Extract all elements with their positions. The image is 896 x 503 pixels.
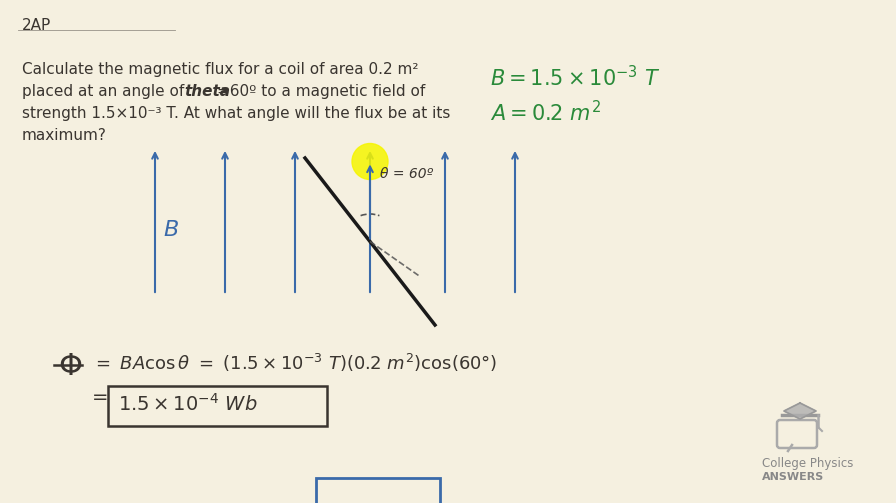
Text: ANSWERS: ANSWERS (762, 472, 824, 482)
FancyBboxPatch shape (777, 420, 817, 448)
Text: B: B (163, 220, 178, 240)
Text: =: = (92, 388, 108, 407)
Text: =60º to a magnetic field of: =60º to a magnetic field of (217, 84, 426, 99)
FancyBboxPatch shape (108, 386, 327, 426)
Text: College Physics: College Physics (762, 457, 853, 470)
Text: placed at an angle of: placed at an angle of (22, 84, 189, 99)
Text: $A = 0.2\ m^2$: $A = 0.2\ m^2$ (490, 100, 601, 125)
Text: theta: theta (184, 84, 230, 99)
Text: θ = 60º: θ = 60º (380, 166, 433, 181)
FancyBboxPatch shape (316, 478, 440, 503)
Text: $\Phi$: $\Phi$ (58, 352, 82, 381)
Text: 2AP: 2AP (22, 18, 51, 33)
Polygon shape (784, 403, 816, 419)
Text: $=\ BA\cos\theta\ =\ (1.5\times10^{-3}\ T)(0.2\ m^2)\cos(60°)$: $=\ BA\cos\theta\ =\ (1.5\times10^{-3}\ … (92, 352, 497, 374)
Text: $B = 1.5 \times 10^{-3}\ T$: $B = 1.5 \times 10^{-3}\ T$ (490, 65, 660, 90)
Text: strength 1.5×10⁻³ T. At what angle will the flux be at its: strength 1.5×10⁻³ T. At what angle will … (22, 106, 451, 121)
Circle shape (352, 143, 388, 180)
Text: $1.5\times10^{-4}\ Wb$: $1.5\times10^{-4}\ Wb$ (118, 393, 258, 415)
Text: maximum?: maximum? (22, 128, 107, 143)
Text: Calculate the magnetic flux for a coil of area 0.2 m²: Calculate the magnetic flux for a coil o… (22, 62, 418, 77)
